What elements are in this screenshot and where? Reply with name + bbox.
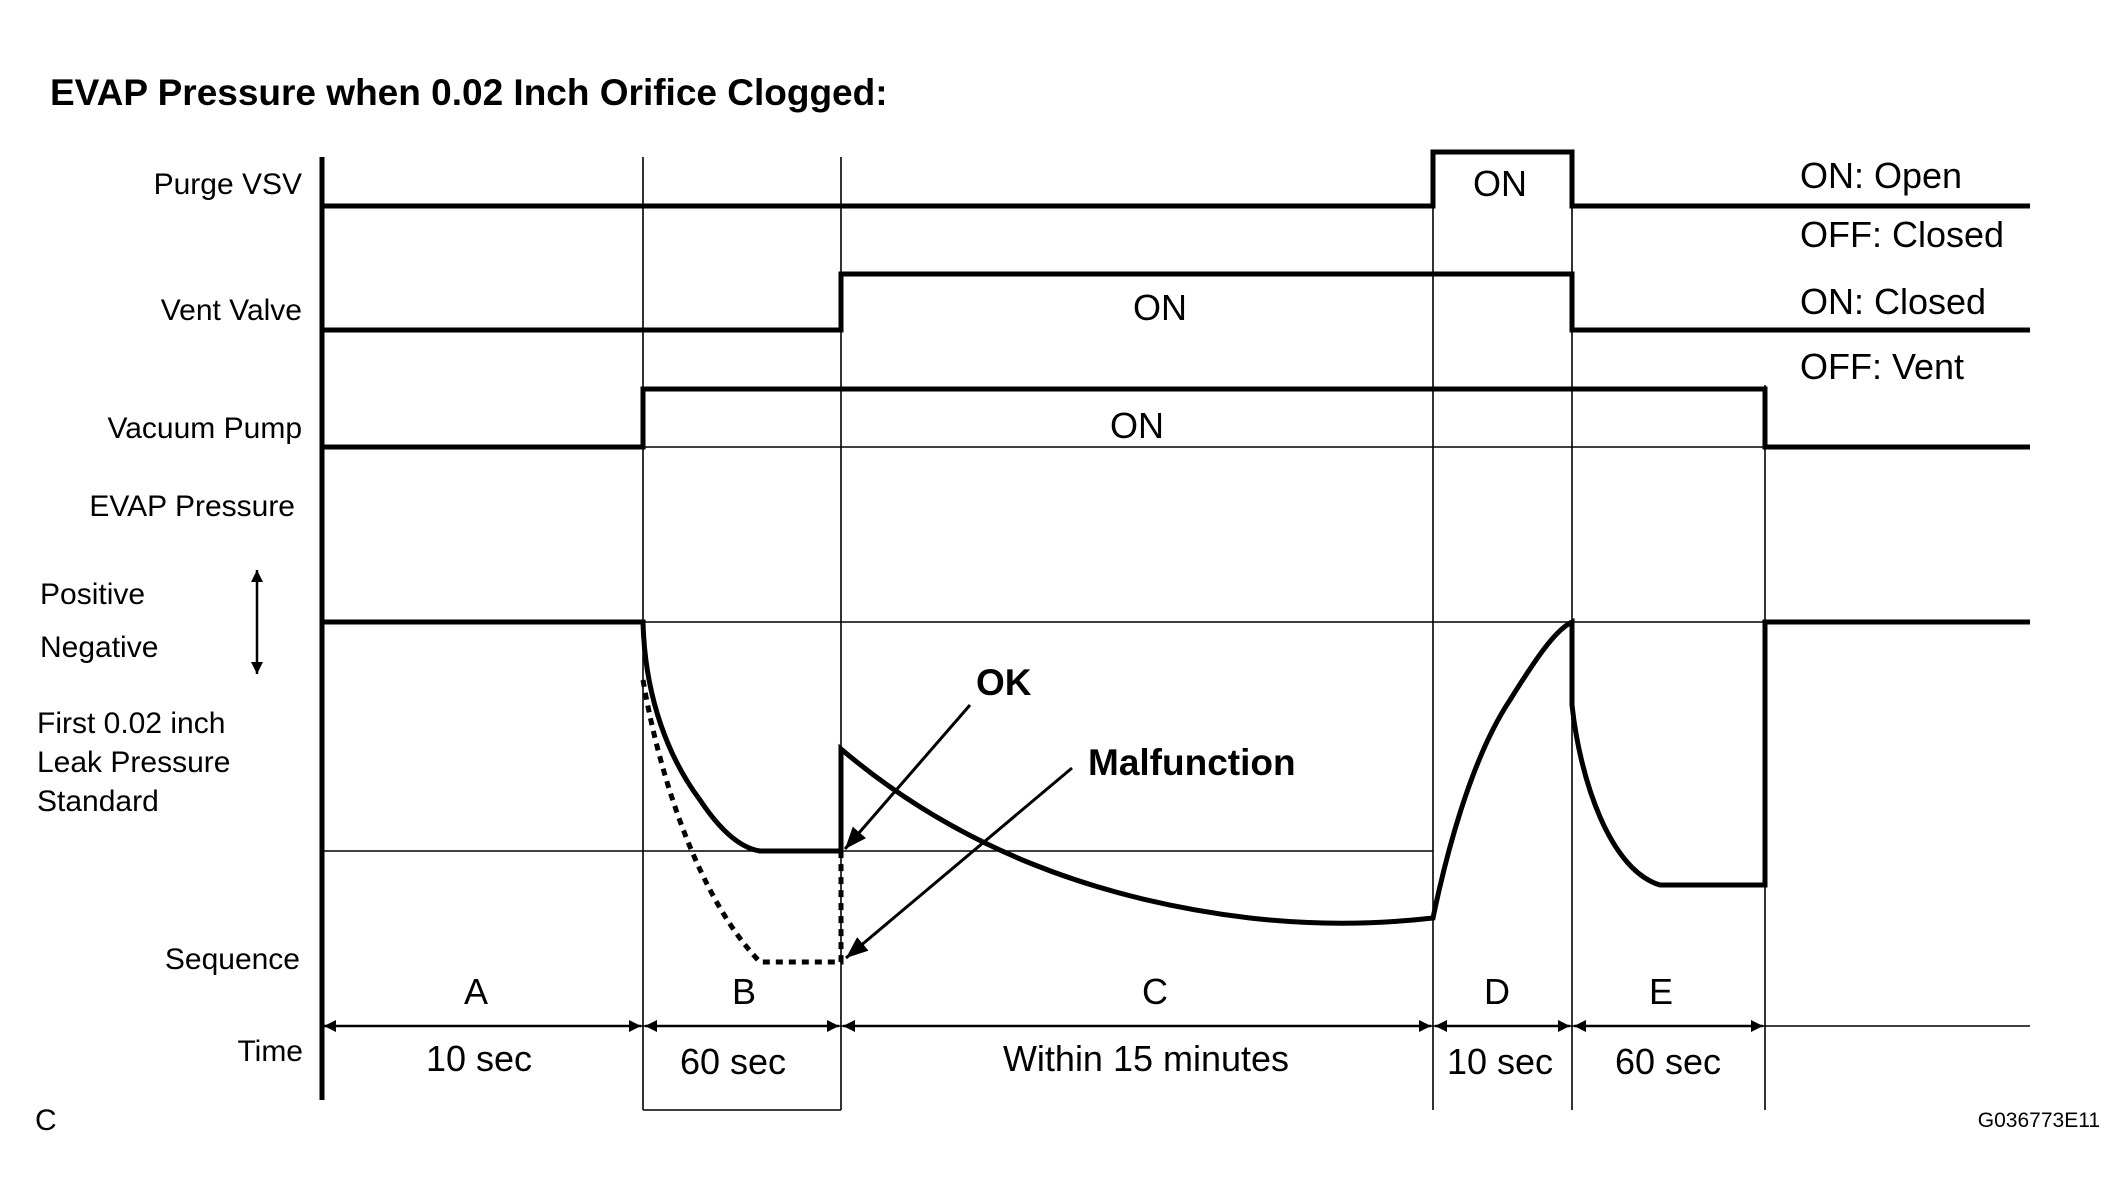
purge-vsv-label: Purge VSV — [154, 168, 302, 201]
vacuum-pump-on-label: ON — [1110, 405, 1164, 446]
vent-valve-on-label: ON — [1133, 287, 1187, 328]
purge-vsv-signal — [322, 149, 2030, 209]
ok-arrow — [843, 704, 972, 850]
sequence-b-time: 60 sec — [680, 1041, 786, 1082]
time-label: Time — [237, 1035, 303, 1068]
corner-letter: C — [35, 1104, 57, 1137]
vent-valve-signal — [322, 271, 2030, 333]
evap-pressure-curve — [322, 618, 2030, 926]
sequence-c-time: Within 15 minutes — [1003, 1038, 1289, 1079]
figure-id: G036773E11 — [1978, 1109, 2100, 1132]
negative-label: Negative — [40, 631, 158, 664]
phase-dividers — [642, 150, 1766, 1111]
malfunction-curve — [640, 679, 844, 965]
sequence-label: Sequence — [165, 943, 300, 976]
leak-standard-line3: Standard — [37, 785, 159, 818]
leak-standard-line2: Leak Pressure — [37, 746, 230, 779]
sequence-d-label: D — [1484, 971, 1510, 1012]
malfunction-arrow — [845, 766, 1073, 960]
legend-vent-off: OFF: Vent — [1800, 346, 1964, 387]
sequence-b-label: B — [732, 971, 756, 1012]
ok-label: OK — [976, 662, 1032, 703]
reference-lines — [322, 446, 2030, 1027]
sequence-e-label: E — [1649, 971, 1673, 1012]
sequence-a-label: A — [464, 971, 488, 1012]
evap-pressure-label: EVAP Pressure — [89, 490, 295, 523]
malfunction-label: Malfunction — [1088, 742, 1296, 783]
vacuum-pump-label: Vacuum Pump — [107, 412, 302, 445]
sequence-e-time: 60 sec — [1615, 1041, 1721, 1082]
vent-valve-label: Vent Valve — [161, 294, 302, 327]
legend-vent-on: ON: Closed — [1800, 281, 1986, 322]
sequence-letters: A B C D E — [464, 971, 1673, 1012]
diagram-title: EVAP Pressure when 0.02 Inch Orifice Clo… — [50, 72, 888, 113]
positive-label: Positive — [40, 578, 145, 611]
leak-standard-line1: First 0.02 inch — [37, 707, 225, 740]
vacuum-pump-signal — [322, 386, 2030, 450]
legend-purge-on: ON: Open — [1800, 155, 1962, 196]
sequence-d-time: 10 sec — [1447, 1041, 1553, 1082]
sequence-durations: 10 sec 60 sec Within 15 minutes 10 sec 6… — [426, 1038, 1721, 1082]
purge-vsv-on-label: ON — [1473, 163, 1527, 204]
sequence-c-label: C — [1142, 971, 1168, 1012]
legend-purge-off: OFF: Closed — [1800, 214, 2004, 255]
sequence-a-time: 10 sec — [426, 1038, 532, 1079]
